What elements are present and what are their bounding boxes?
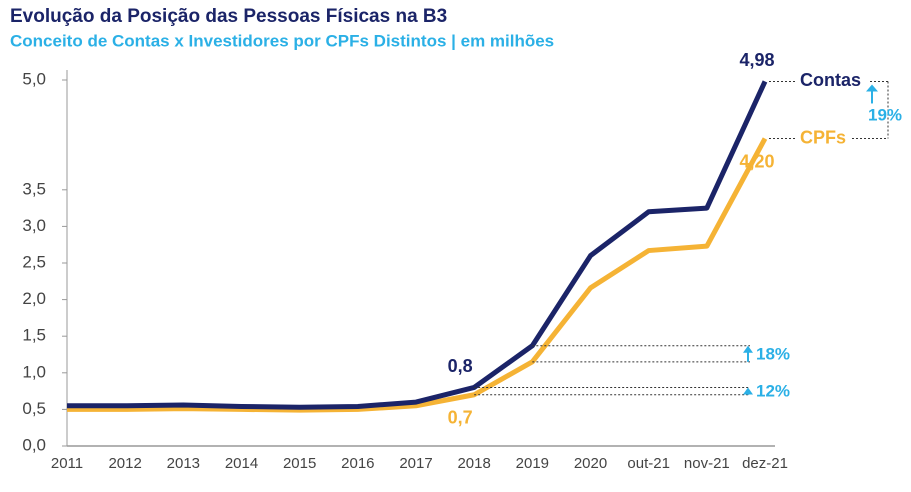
annotation: 12% [756, 382, 790, 401]
x-tick-label: 2014 [225, 455, 258, 472]
y-tick-label: 5,0 [22, 69, 46, 88]
series-line [67, 137, 768, 413]
legend-label: Contas [800, 70, 861, 90]
y-tick-label: 3,5 [22, 179, 46, 198]
y-tick-label: 0,5 [22, 399, 46, 418]
x-tick-label: 2015 [283, 455, 316, 472]
x-tick-label: dez-21 [742, 455, 788, 472]
legend-label: CPFs [800, 127, 846, 147]
y-tick-label: 1,0 [22, 362, 46, 381]
arrow-head [743, 387, 753, 395]
chart-subtitle: Conceito de Contas x Investidores por CP… [10, 31, 554, 50]
x-tick-label: 2017 [399, 455, 432, 472]
y-tick-label: 2,5 [22, 252, 46, 271]
chart-title: Evolução da Posição das Pessoas Físicas … [10, 6, 447, 27]
data-label: 0,8 [448, 356, 473, 376]
x-tick-label: 2020 [574, 455, 607, 472]
y-tick-label: 2,0 [22, 289, 46, 308]
x-tick-label: 2011 [51, 455, 83, 472]
x-tick-label: 2012 [108, 455, 141, 472]
annotation: 19% [868, 105, 902, 124]
annotation: 18% [756, 344, 790, 363]
data-label: 0,7 [448, 408, 473, 428]
data-label: 4,98 [739, 50, 774, 70]
y-tick-label: 1,5 [22, 326, 46, 345]
data-label: 4,20 [739, 151, 774, 171]
arrow-head [866, 84, 878, 92]
arrow-head [743, 345, 753, 353]
x-tick-label: 2013 [167, 455, 200, 472]
y-tick-label: 0,0 [22, 435, 46, 454]
x-tick-label: 2019 [516, 455, 549, 472]
x-tick-label: 2018 [457, 455, 490, 472]
series-line [67, 80, 768, 410]
x-tick-label: 2016 [341, 455, 374, 472]
y-tick-label: 3,0 [22, 216, 46, 235]
x-tick-label: out-21 [627, 455, 670, 472]
x-tick-label: nov-21 [684, 455, 730, 472]
